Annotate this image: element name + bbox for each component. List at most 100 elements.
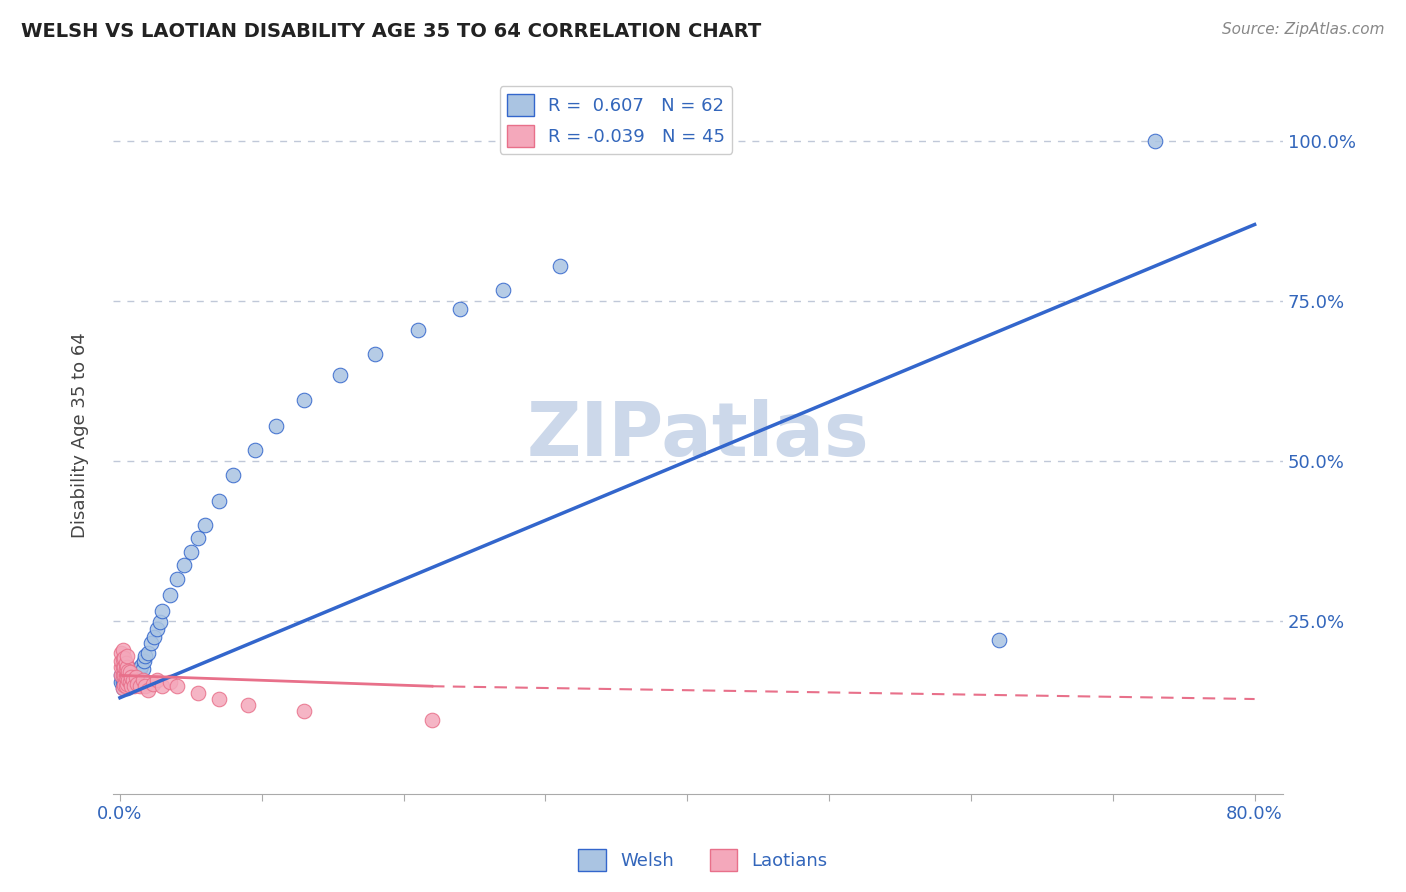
Point (121, 665, 143, 680)
Point (142, 676, 165, 690)
Point (127, 666, 149, 681)
Point (114, 662, 136, 676)
Y-axis label: Disability Age 35 to 64: Disability Age 35 to 64 (72, 333, 89, 539)
Point (118, 676, 141, 690)
Point (120, 668, 142, 682)
Point (120, 670, 142, 684)
Point (112, 673, 135, 687)
Point (128, 662, 150, 676)
Point (112, 664, 135, 678)
Point (134, 649, 156, 664)
Point (115, 649, 138, 664)
Legend: R =  0.607   N = 62, R = -0.039   N = 45: R = 0.607 N = 62, R = -0.039 N = 45 (499, 87, 733, 154)
Text: Source: ZipAtlas.com: Source: ZipAtlas.com (1222, 22, 1385, 37)
Point (122, 674, 145, 689)
Point (117, 678, 139, 692)
Point (132, 654, 155, 668)
Point (111, 681, 134, 695)
Point (159, 589, 181, 603)
Point (406, 323, 429, 337)
Point (112, 651, 135, 665)
Point (118, 665, 141, 680)
Point (364, 347, 387, 361)
Point (120, 679, 142, 693)
Point (208, 493, 231, 508)
Point (110, 668, 132, 682)
Legend: Welsh, Laotians: Welsh, Laotians (571, 842, 835, 879)
Point (115, 676, 138, 690)
Point (115, 660, 138, 674)
Point (121, 673, 143, 687)
Point (110, 660, 132, 674)
Point (449, 301, 471, 316)
Point (329, 368, 352, 382)
Point (141, 636, 163, 650)
Point (115, 662, 138, 676)
Point (292, 393, 315, 408)
Point (111, 665, 134, 680)
Point (111, 672, 134, 686)
Point (115, 668, 138, 682)
Point (173, 558, 195, 572)
Point (118, 674, 141, 689)
Point (548, 259, 571, 273)
Point (114, 656, 136, 670)
Point (146, 673, 169, 687)
Point (112, 678, 135, 692)
Point (194, 518, 217, 533)
Point (166, 679, 188, 693)
Point (122, 679, 145, 693)
Point (111, 668, 134, 682)
Point (187, 685, 209, 699)
Point (180, 545, 202, 559)
Point (110, 654, 132, 668)
Point (118, 670, 141, 684)
Point (122, 666, 145, 681)
Point (121, 674, 143, 689)
Point (131, 673, 153, 687)
Text: WELSH VS LAOTIAN DISABILITY AGE 35 TO 64 CORRELATION CHART: WELSH VS LAOTIAN DISABILITY AGE 35 TO 64… (21, 22, 761, 41)
Point (111, 674, 134, 689)
Point (111, 681, 134, 695)
Point (120, 679, 142, 693)
Point (292, 704, 315, 718)
Point (112, 678, 135, 692)
Point (115, 674, 138, 689)
Point (125, 664, 148, 678)
Point (112, 660, 135, 674)
Point (131, 662, 153, 676)
Point (115, 681, 138, 695)
Point (117, 664, 139, 678)
Point (128, 679, 150, 693)
Point (236, 698, 259, 713)
Point (129, 658, 152, 673)
Point (208, 692, 231, 706)
Point (118, 662, 141, 676)
Point (115, 668, 138, 682)
Point (124, 670, 146, 684)
Point (152, 679, 174, 693)
Point (988, 633, 1011, 648)
Text: ZIPatlas: ZIPatlas (527, 399, 869, 472)
Point (114, 672, 136, 686)
Point (152, 604, 174, 618)
Point (117, 666, 139, 681)
Point (114, 670, 136, 684)
Point (166, 573, 188, 587)
Point (117, 673, 139, 687)
Point (114, 665, 136, 680)
Point (136, 646, 159, 660)
Point (264, 419, 287, 434)
Point (1144, 135, 1167, 149)
Point (112, 668, 135, 682)
Point (143, 630, 166, 644)
Point (146, 622, 169, 636)
Point (492, 283, 515, 297)
Point (124, 670, 146, 684)
Point (243, 442, 266, 457)
Point (149, 615, 172, 630)
Point (222, 468, 245, 483)
Point (134, 679, 156, 693)
Point (111, 652, 134, 666)
Point (420, 713, 443, 727)
